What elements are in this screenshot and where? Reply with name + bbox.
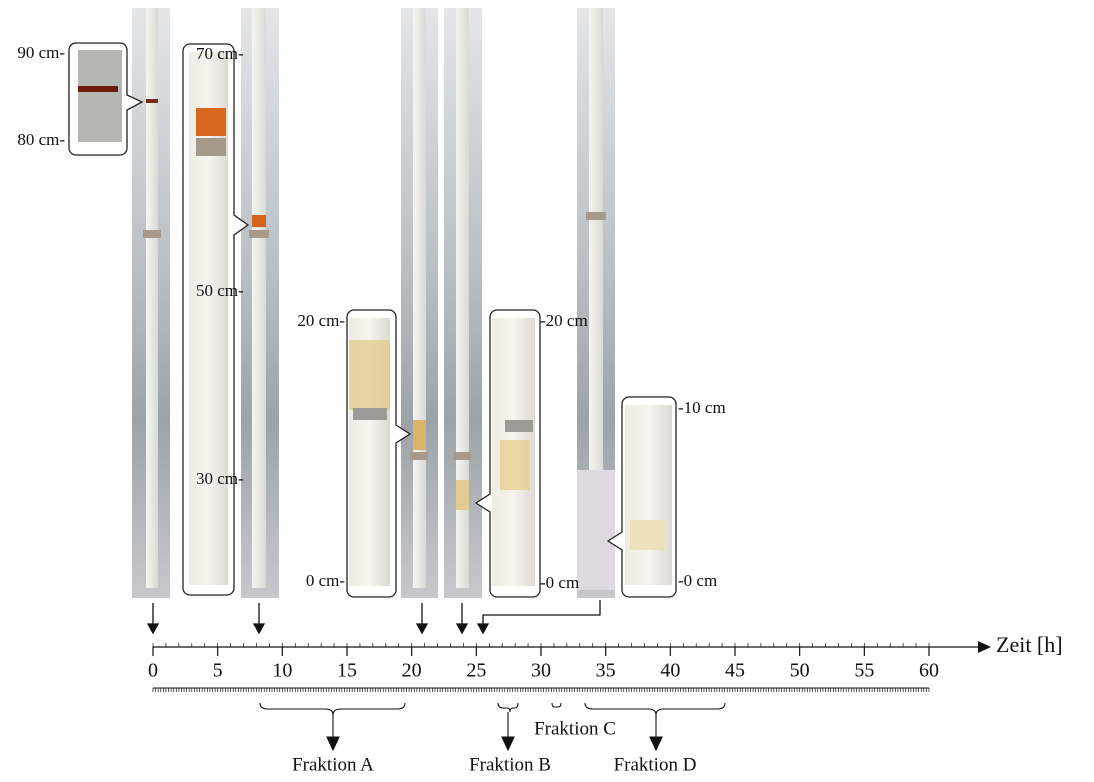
scale-label: -10 cm <box>678 398 726 417</box>
fractions <box>259 702 726 752</box>
fraction-label: Fraktion C <box>534 718 616 739</box>
minor-ticks <box>152 643 930 692</box>
tick-label: 50 <box>790 660 810 682</box>
column-photo <box>132 8 170 598</box>
scale-label: 70 cm- <box>196 44 244 63</box>
tick-label: 40 <box>660 660 680 682</box>
scale-label: 80 cm- <box>17 130 65 149</box>
column-photo <box>401 8 438 598</box>
scale-label: 30 cm- <box>196 469 244 488</box>
scale-label: 20 cm- <box>297 311 345 330</box>
column-photo <box>241 8 279 598</box>
scale-label: -20 cm <box>540 311 588 330</box>
fraction-label: Fraktion A <box>292 754 374 775</box>
tick-label: 25 <box>466 660 486 682</box>
tick-label: 0 <box>148 660 158 682</box>
fraction-label: Fraktion B <box>469 754 551 775</box>
tick-label: 30 <box>531 660 551 682</box>
time-axis: Zeit [h] 0 5 10 15 20 25 30 35 40 45 50 55 60 <box>148 632 1063 692</box>
scale-label: 50 cm- <box>196 281 244 300</box>
tick-label: 15 <box>337 660 357 682</box>
scale-label: 90 cm- <box>17 43 65 62</box>
tick-label: 35 <box>596 660 616 682</box>
scale-label: 0 cm- <box>306 571 346 590</box>
tick-label: 10 <box>272 660 292 682</box>
column-photo <box>444 8 482 598</box>
fraction-labels: Fraktion A Fraktion B Fraktion C Fraktio… <box>292 718 696 775</box>
tick-label: 55 <box>854 660 874 682</box>
fraction-label: Fraktion D <box>614 754 697 775</box>
scale-label: -0 cm <box>678 571 717 590</box>
tick-label: 45 <box>725 660 745 682</box>
scale-labels: 90 cm- 80 cm- 70 cm- 50 cm- 30 cm- 20 cm- 0 cm… <box>17 43 725 592</box>
tick-label: 5 <box>213 660 223 682</box>
axis-label: Zeit [h] <box>996 632 1063 657</box>
tick-label: 20 <box>402 660 422 682</box>
tick-label: 60 <box>919 660 939 682</box>
column-photo <box>577 8 615 598</box>
callouts <box>68 42 677 598</box>
column-photos <box>132 8 615 598</box>
sample-arrows <box>146 600 601 635</box>
scale-label: -0 cm <box>540 573 579 592</box>
